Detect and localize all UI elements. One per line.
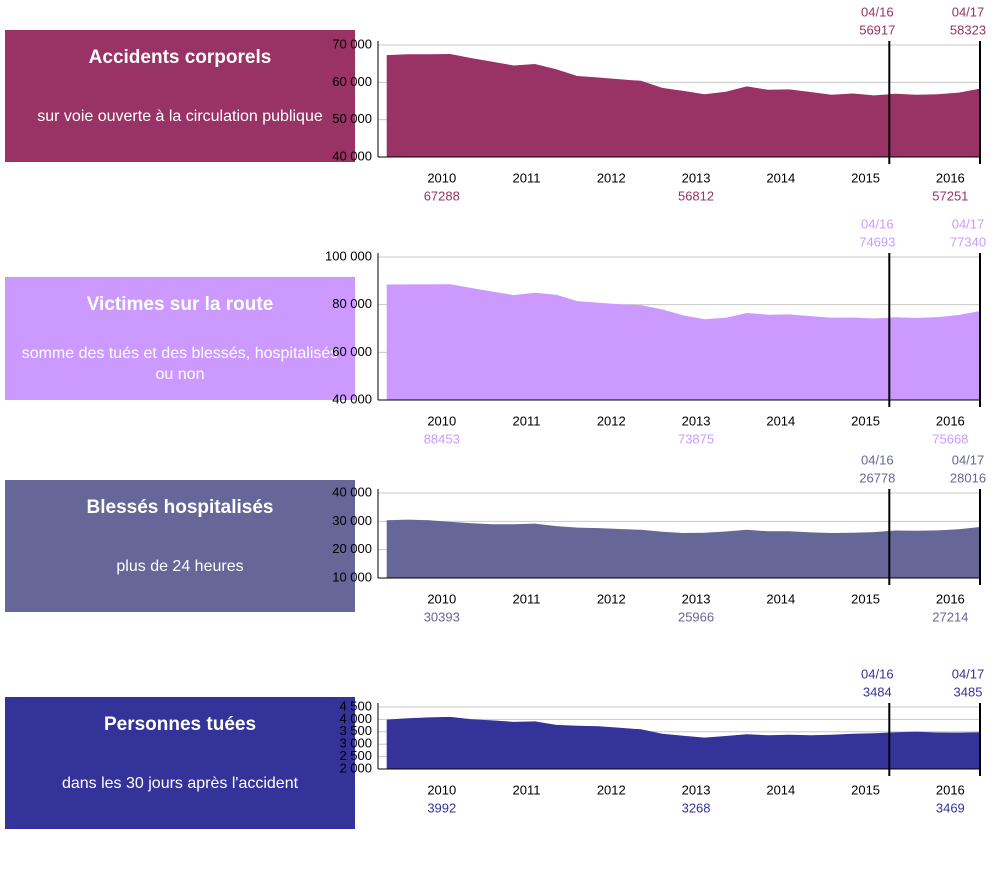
panel-subtitle: sur voie ouverte à la circulation publiq…: [37, 108, 323, 125]
y-tick-label: 70 000: [332, 36, 372, 51]
marker-value: 28016: [950, 470, 986, 485]
marker-date: 04/17: [952, 4, 985, 19]
marker-value: 58323: [950, 22, 986, 37]
x-tick-label: 2014: [766, 782, 795, 797]
x-tick-label: 2015: [851, 413, 880, 428]
x-tick-label: 2010: [427, 413, 456, 428]
panel-title: Accidents corporels: [89, 47, 272, 68]
marker-date: 04/17: [952, 452, 985, 467]
y-tick-label: 50 000: [332, 111, 372, 126]
x-tick-label: 2015: [851, 170, 880, 185]
marker-value: 56917: [859, 22, 895, 37]
y-tick-label: 30 000: [332, 513, 372, 528]
y-tick-label: 3 000: [339, 736, 372, 751]
annotation-value: 3992: [427, 800, 456, 815]
marker-value: 3484: [863, 684, 892, 699]
x-tick-label: 2013: [682, 782, 711, 797]
x-tick-label: 2016: [936, 413, 965, 428]
area: [386, 519, 980, 578]
x-tick-label: 2010: [427, 591, 456, 606]
annotation-value: 73875: [678, 431, 714, 446]
y-tick-label: 40 000: [332, 484, 372, 499]
x-tick-label: 2011: [513, 413, 541, 428]
marker-date: 04/17: [952, 666, 985, 681]
annotation-value: 27214: [932, 609, 968, 624]
x-tick-label: 2013: [682, 170, 711, 185]
area: [386, 284, 980, 400]
x-tick-label: 2011: [513, 170, 541, 185]
x-tick-label: 2012: [597, 170, 626, 185]
x-tick-label: 2014: [766, 591, 795, 606]
y-tick-label: 80 000: [332, 296, 372, 311]
panel-subtitle: plus de 24 heures: [116, 558, 243, 575]
x-tick-label: 2015: [851, 591, 880, 606]
marker-date: 04/16: [861, 216, 894, 231]
y-tick-label: 3 500: [339, 723, 372, 738]
x-tick-label: 2016: [936, 782, 965, 797]
panel-title: Personnes tuées: [104, 714, 256, 735]
y-tick-label: 60 000: [332, 74, 372, 89]
x-tick-label: 2015: [851, 782, 880, 797]
annotation-value: 57251: [932, 188, 968, 203]
marker-value: 3485: [954, 684, 983, 699]
panel-title: Victimes sur la route: [87, 294, 274, 315]
x-tick-label: 2014: [766, 170, 795, 185]
y-tick-label: 2 500: [339, 748, 372, 763]
annotation-value: 75668: [932, 431, 968, 446]
marker-date: 04/16: [861, 666, 894, 681]
x-tick-label: 2012: [597, 782, 626, 797]
x-tick-label: 2012: [597, 413, 626, 428]
panel: [5, 277, 355, 400]
y-tick-label: 40 000: [332, 148, 372, 163]
annotation-value: 25966: [678, 609, 714, 624]
y-tick-label: 40 000: [332, 391, 372, 406]
x-tick-label: 2012: [597, 591, 626, 606]
area: [386, 54, 980, 157]
panel-title: Blessés hospitalisés: [87, 497, 274, 518]
x-tick-label: 2013: [682, 591, 711, 606]
panel-subtitle: somme des tués et des blessés, hospitali…: [22, 345, 339, 383]
x-tick-label: 2011: [513, 591, 541, 606]
y-tick-label: 4 500: [339, 698, 372, 713]
x-tick-label: 2010: [427, 170, 456, 185]
y-tick-label: 4 000: [339, 711, 372, 726]
area: [386, 716, 980, 769]
y-tick-label: 60 000: [332, 344, 372, 359]
marker-value: 26778: [859, 470, 895, 485]
annotation-value: 3469: [936, 800, 965, 815]
x-tick-label: 2011: [513, 782, 541, 797]
marker-date: 04/16: [861, 452, 894, 467]
x-tick-label: 2014: [766, 413, 795, 428]
panel: [5, 30, 355, 162]
y-tick-label: 100 000: [325, 248, 372, 263]
x-tick-label: 2010: [427, 782, 456, 797]
marker-date: 04/17: [952, 216, 985, 231]
annotation-value: 67288: [424, 188, 460, 203]
y-tick-label: 20 000: [332, 541, 372, 556]
x-tick-label: 2013: [682, 413, 711, 428]
marker-date: 04/16: [861, 4, 894, 19]
marker-value: 74693: [859, 234, 895, 249]
x-tick-label: 2016: [936, 591, 965, 606]
annotation-value: 88453: [424, 431, 460, 446]
annotation-value: 3268: [682, 800, 711, 815]
panel: [5, 480, 355, 612]
annotation-value: 56812: [678, 188, 714, 203]
y-tick-label: 2 000: [339, 760, 372, 775]
panel: [5, 697, 355, 829]
annotation-value: 30393: [424, 609, 460, 624]
y-tick-label: 10 000: [332, 569, 372, 584]
panel-subtitle: dans les 30 jours après l'accident: [62, 775, 299, 792]
marker-value: 77340: [950, 234, 986, 249]
x-tick-label: 2016: [936, 170, 965, 185]
